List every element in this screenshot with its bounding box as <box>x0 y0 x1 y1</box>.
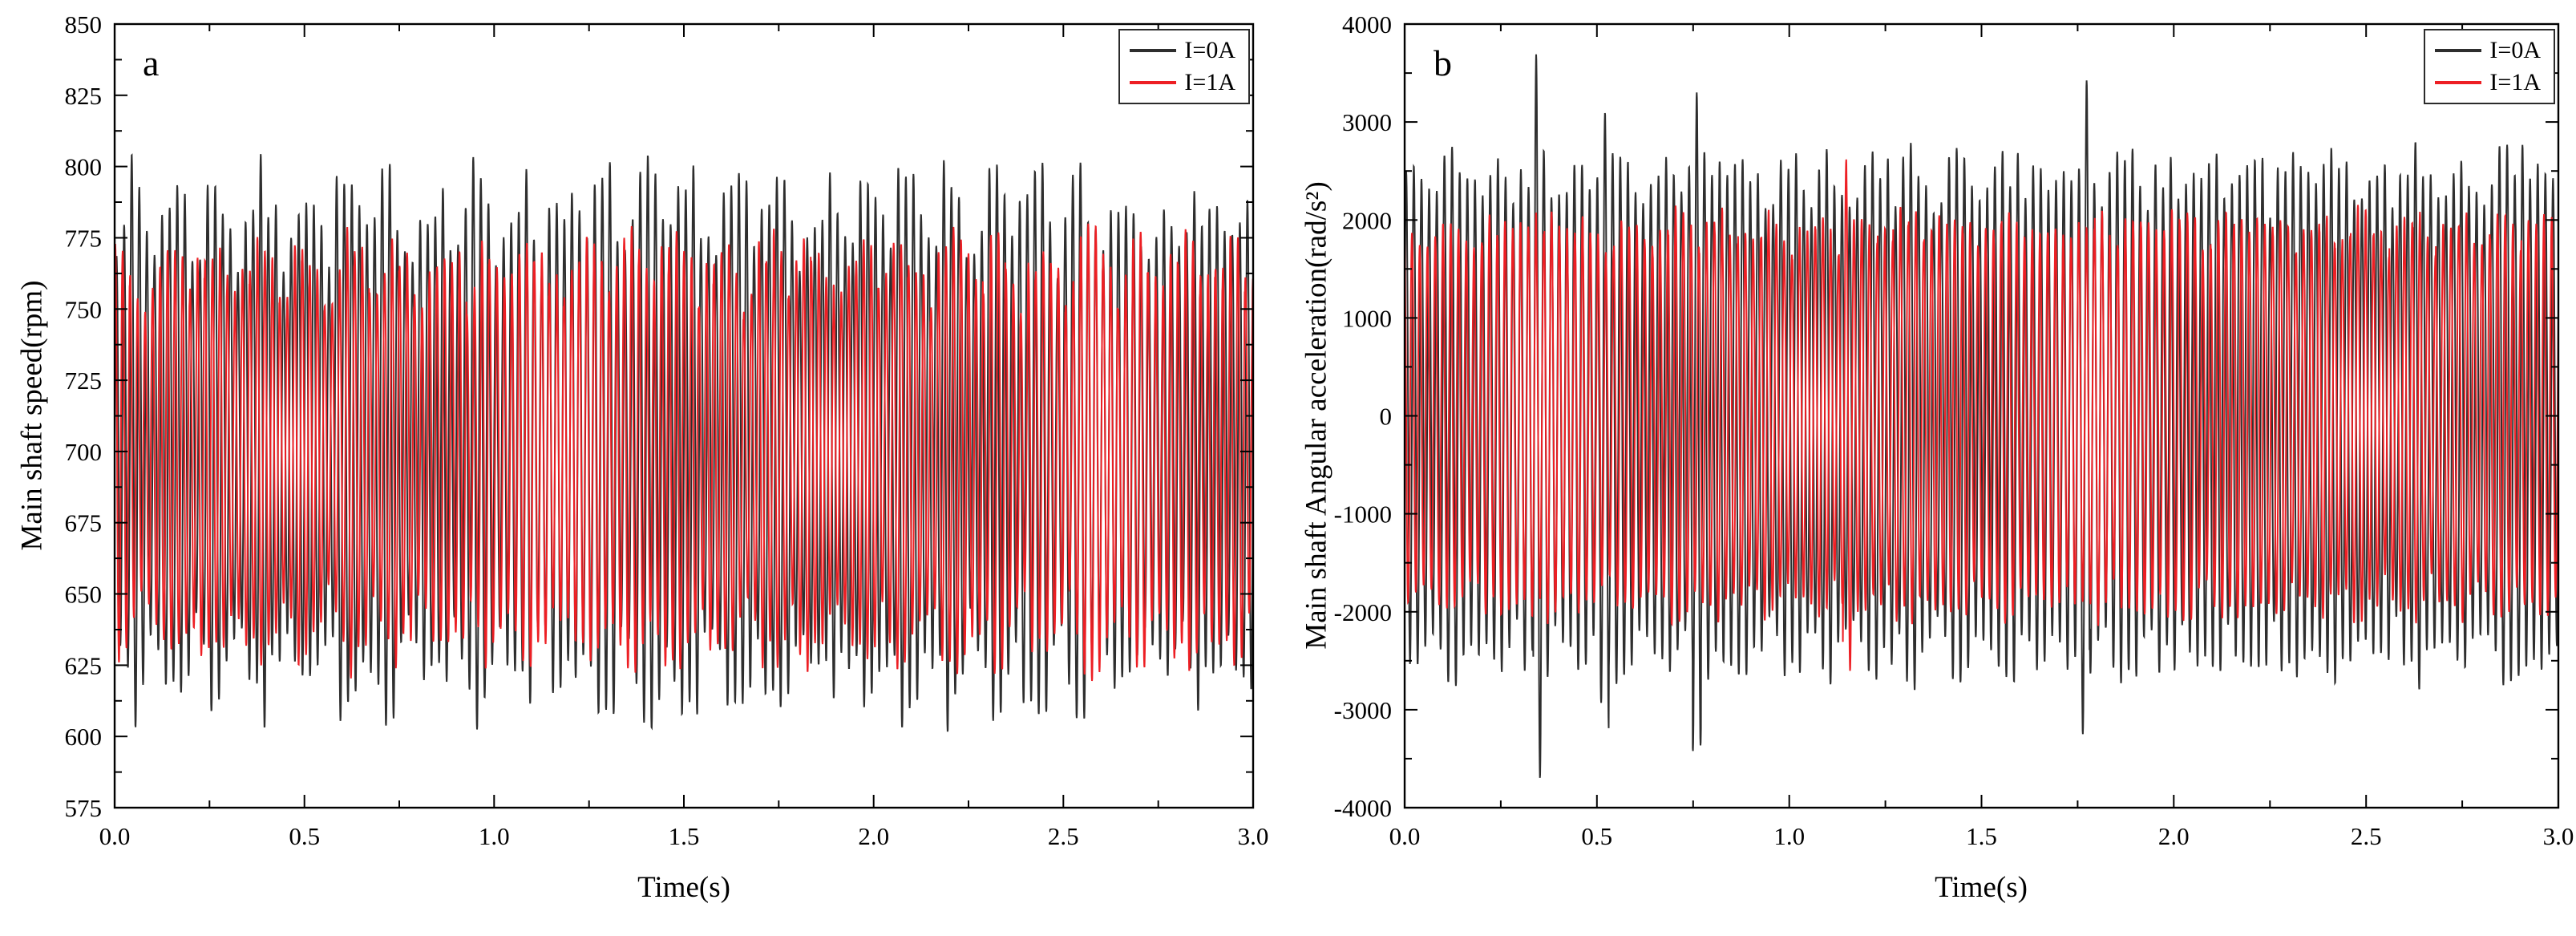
y-tick-label: -4000 <box>1334 794 1392 822</box>
legend-a: I=0A I=1A <box>1118 29 1250 104</box>
legend-label: I=0A <box>1184 37 1235 63</box>
x-tick-label: 1.5 <box>669 822 700 850</box>
series-lines <box>115 153 1253 732</box>
y-tick-label: 2000 <box>1342 206 1392 234</box>
y-tick-label: 625 <box>65 651 103 679</box>
y-tick-label: 4000 <box>1342 10 1392 38</box>
plot-svg-a: 0.0 0.5 1.0 1.5 2.0 2.5 3.0 575 600 625 650 675 700 7… <box>65 10 1269 850</box>
series-line-i-1a <box>115 223 1253 682</box>
x-tick-label: 0.5 <box>1581 822 1612 850</box>
x-axis-title-b: Time(s) <box>1935 871 2028 904</box>
panel-label-a: a <box>143 43 160 83</box>
tick-marks <box>1404 23 2559 808</box>
series-line-i-1a <box>1405 159 2558 671</box>
y-tick-label: -2000 <box>1334 598 1392 626</box>
y-tick-label: -3000 <box>1334 696 1392 724</box>
y-axis-title-a: Main shaft speed(rpm) <box>15 280 49 551</box>
legend-b: I=0A I=1A <box>2424 29 2555 104</box>
y-tick-label: 575 <box>65 794 103 822</box>
y-tick-label: 675 <box>65 509 103 537</box>
y-tick-label: 0 <box>1380 403 1393 431</box>
x-tick-label: 3.0 <box>2543 822 2574 850</box>
tick-labels: 0.0 0.5 1.0 1.5 2.0 2.5 3.0 -4000 -3000 -2000 -100… <box>1334 10 2574 850</box>
legend-line-sample <box>1130 81 1177 84</box>
plot-svg-b: 0.0 0.5 1.0 1.5 2.0 2.5 3.0 -4000 -3000 -2000 -100… <box>1334 10 2574 850</box>
legend-item: I=1A <box>2435 71 2541 95</box>
y-tick-label: 825 <box>65 82 103 110</box>
legend-line-sample <box>1130 49 1177 52</box>
x-tick-label: 0.0 <box>99 822 131 850</box>
y-tick-label: 700 <box>65 438 103 466</box>
x-axis-title-a: Time(s) <box>637 871 730 904</box>
y-tick-label: 725 <box>65 367 103 395</box>
legend-line-sample <box>2435 49 2482 52</box>
y-axis-title-b: Main shaft Angular acceleration(rad/s²) <box>1300 181 1333 650</box>
y-tick-label: 775 <box>65 225 103 253</box>
legend-item: I=0A <box>2435 38 2541 63</box>
x-tick-label: 1.0 <box>1773 822 1805 850</box>
x-tick-label: 0.5 <box>289 822 320 850</box>
y-tick-label: 650 <box>65 581 103 609</box>
chart-panel-b: 0.0 0.5 1.0 1.5 2.0 2.5 3.0 -4000 -3000 -2000 -100… <box>1288 0 2576 936</box>
y-tick-label: 800 <box>65 153 103 181</box>
chart-panel-a: 0.0 0.5 1.0 1.5 2.0 2.5 3.0 575 600 625 650 675 700 7… <box>15 10 1269 904</box>
tick-labels: 0.0 0.5 1.0 1.5 2.0 2.5 3.0 575 600 625 650 675 700 7… <box>65 10 1269 850</box>
y-tick-label: 600 <box>65 723 103 751</box>
x-tick-label: 1.5 <box>1966 822 1997 850</box>
x-tick-label: 3.0 <box>1238 822 1269 850</box>
legend-label: I=1A <box>2489 69 2541 95</box>
y-tick-label: 1000 <box>1342 304 1392 332</box>
legend-label: I=0A <box>2489 37 2541 63</box>
x-tick-label: 2.0 <box>858 822 889 850</box>
series-line-i-0a <box>1405 54 2558 778</box>
tick-marks <box>114 23 1254 808</box>
legend-label: I=1A <box>1184 69 1235 95</box>
y-tick-label: -1000 <box>1334 500 1392 529</box>
legend-item: I=0A <box>1130 38 1235 63</box>
y-tick-label: 750 <box>65 295 103 323</box>
y-tick-label: 850 <box>65 10 103 38</box>
panel-label-b: b <box>1434 43 1452 83</box>
x-tick-label: 1.0 <box>479 822 510 850</box>
x-tick-label: 0.0 <box>1389 822 1421 850</box>
x-tick-label: 2.5 <box>2351 822 2382 850</box>
legend-line-sample <box>2435 81 2482 84</box>
series-lines <box>1405 54 2558 778</box>
legend-item: I=1A <box>1130 71 1235 95</box>
x-tick-label: 2.0 <box>2158 822 2190 850</box>
y-tick-label: 3000 <box>1342 108 1392 136</box>
x-tick-label: 2.5 <box>1048 822 1079 850</box>
